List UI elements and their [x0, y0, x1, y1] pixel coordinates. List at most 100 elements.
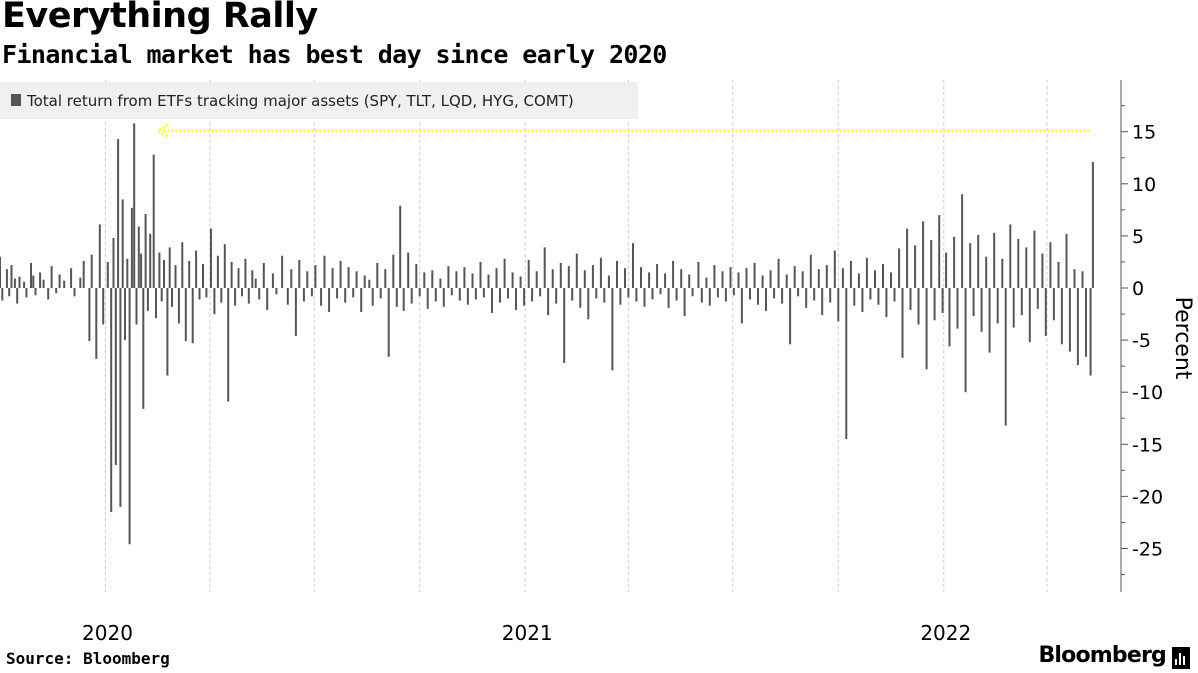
- bar-2021-04-29: [659, 288, 662, 295]
- bar-2022-01-03: [945, 252, 948, 288]
- bar-2021-06-04: [700, 288, 703, 303]
- bar-2019-12-13: [82, 260, 85, 288]
- bar-2019-12-20: [90, 254, 93, 288]
- bar-2020-07-07: [320, 288, 323, 306]
- x-tick-label-2021: 2021: [502, 621, 553, 645]
- bar-2022-05-02: [1081, 271, 1084, 288]
- bar-2021-11-23: [898, 248, 901, 288]
- bar-2021-05-10: [672, 260, 675, 288]
- bar-2022-01-24: [969, 243, 972, 288]
- bar-2020-03-20: [195, 250, 198, 288]
- bar-2019-11-12: [47, 288, 50, 300]
- bar-2022-01-27: [972, 288, 975, 317]
- bar-2021-09-14: [817, 269, 820, 288]
- bar-2022-05-11: [1091, 161, 1094, 288]
- bar-2021-06-08: [705, 277, 708, 288]
- legend: Total return from ETFs tracking major as…: [0, 82, 638, 119]
- bar-2020-01-26: [133, 123, 136, 289]
- bar-2020-09-21: [407, 252, 410, 288]
- bar-2020-08-21: [371, 288, 374, 306]
- bar-2021-08-13: [781, 288, 784, 304]
- bar-2022-04-25: [1073, 269, 1076, 288]
- bar-2020-06-22: [302, 288, 305, 302]
- bar-2022-02-28: [1009, 224, 1012, 288]
- y-axis-label: Percent: [1170, 297, 1195, 380]
- bar-2021-08-31: [801, 271, 804, 288]
- bar-2019-11-19: [55, 288, 58, 294]
- bar-2021-08-06: [773, 288, 776, 299]
- bar-2020-05-21: [266, 288, 269, 310]
- bar-2020-10-19: [439, 278, 442, 288]
- bar-2019-10-11: [10, 265, 13, 288]
- bar-2019-11-15: [50, 266, 53, 288]
- bar-2021-08-03: [769, 270, 772, 288]
- bar-2020-11-09: [463, 267, 466, 288]
- bar-2020-04-05: [213, 288, 216, 315]
- bar-2021-09-10: [813, 288, 816, 301]
- bar-2019-12-24: [95, 288, 98, 359]
- bar-2020-01-12: [117, 139, 120, 288]
- bar-2021-10-26: [865, 257, 868, 288]
- bar-2021-12-31: [941, 288, 944, 313]
- bar-2022-04-21: [1068, 288, 1071, 352]
- bar-2019-12-10: [79, 277, 82, 288]
- bar-2020-11-19: [474, 288, 477, 300]
- bar-2022-03-14: [1025, 247, 1028, 288]
- bar-2020-02-19: [160, 288, 163, 302]
- bar-2020-09-28: [415, 264, 418, 288]
- bar-2020-04-23: [234, 288, 237, 306]
- bar-2020-10-01: [418, 288, 421, 297]
- bar-2022-04-07: [1052, 288, 1055, 321]
- bar-2020-06-25: [306, 271, 309, 288]
- bar-2020-05-29: [275, 288, 278, 295]
- y-tick-label: 10: [1132, 174, 1156, 196]
- bar-2019-10-14: [13, 278, 16, 288]
- bar-2021-09-03: [805, 288, 808, 308]
- bar-2020-02-12: [152, 154, 155, 288]
- bar-2020-12-24: [515, 288, 517, 310]
- bar-2020-02-07: [146, 288, 149, 311]
- bar-2021-03-01: [591, 265, 594, 288]
- bar-2022-02-21: [1001, 258, 1004, 288]
- bar-2020-11-16: [471, 273, 474, 288]
- bar-2020-10-05: [423, 272, 426, 288]
- bar-2020-06-15: [294, 288, 297, 336]
- bar-2020-07-21: [336, 288, 339, 299]
- bar-2020-07-10: [323, 255, 326, 288]
- bar-2021-01-07: [531, 288, 534, 302]
- bar-2022-01-13: [956, 288, 959, 329]
- bar-2021-05-20: [683, 288, 686, 317]
- bar-2021-10-29: [869, 288, 872, 300]
- bar-2020-04-02: [210, 228, 212, 288]
- bar-2019-10-24: [25, 288, 28, 298]
- bar-2020-06-11: [290, 269, 293, 288]
- bar-2022-02-17: [996, 288, 999, 324]
- bar-2020-02-03: [142, 288, 145, 409]
- bar-2020-12-17: [507, 288, 509, 299]
- bar-2021-12-07: [914, 245, 917, 288]
- bar-2019-10-22: [23, 281, 26, 288]
- bar-2020-08-04: [352, 288, 355, 298]
- bar-2020-01-16: [121, 199, 124, 288]
- bar-2021-03-15: [607, 275, 610, 288]
- bar-2021-10-19: [857, 273, 860, 288]
- annotation-arrow-head: [155, 123, 170, 139]
- bar-2022-02-07: [985, 256, 988, 288]
- bar-2019-10-07: [5, 269, 8, 288]
- bar-2022-01-20: [964, 288, 967, 393]
- bar-2021-09-21: [825, 265, 828, 288]
- bar-2021-01-11: [535, 271, 538, 288]
- bar-2019-10-03: [1, 288, 4, 301]
- bar-2022-02-24: [1004, 288, 1007, 426]
- bar-2019-12-02: [70, 268, 73, 288]
- chart-title: Everything Rally: [2, 0, 318, 36]
- bar-2020-08-18: [368, 279, 371, 288]
- bar-2021-03-04: [595, 288, 598, 299]
- bar-2021-07-06: [737, 272, 740, 288]
- bar-2020-03-05: [177, 288, 180, 324]
- bar-2021-02-04: [563, 288, 566, 363]
- data-bars: [0, 123, 1094, 545]
- bar-2021-08-20: [789, 288, 792, 345]
- bar-2020-03-26: [202, 264, 204, 288]
- bar-2021-08-17: [785, 274, 788, 288]
